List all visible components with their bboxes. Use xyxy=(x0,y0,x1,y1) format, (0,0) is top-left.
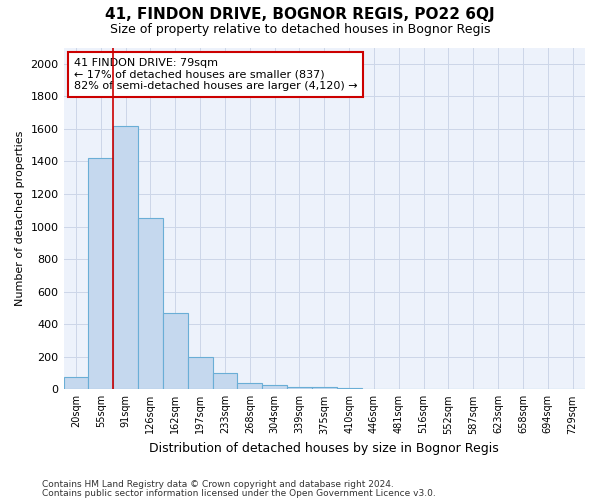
Text: 41, FINDON DRIVE, BOGNOR REGIS, PO22 6QJ: 41, FINDON DRIVE, BOGNOR REGIS, PO22 6QJ xyxy=(105,8,495,22)
Bar xyxy=(113,126,138,390)
Text: Contains HM Land Registry data © Crown copyright and database right 2024.: Contains HM Land Registry data © Crown c… xyxy=(42,480,394,489)
Bar xyxy=(88,158,113,390)
Bar xyxy=(188,357,212,390)
Bar xyxy=(138,218,163,390)
Bar xyxy=(337,388,362,390)
Text: Contains public sector information licensed under the Open Government Licence v3: Contains public sector information licen… xyxy=(42,489,436,498)
Y-axis label: Number of detached properties: Number of detached properties xyxy=(15,130,25,306)
Bar xyxy=(238,383,262,390)
Bar xyxy=(262,385,287,390)
Bar xyxy=(312,388,337,390)
Bar xyxy=(64,377,88,390)
X-axis label: Distribution of detached houses by size in Bognor Regis: Distribution of detached houses by size … xyxy=(149,442,499,455)
Text: Size of property relative to detached houses in Bognor Regis: Size of property relative to detached ho… xyxy=(110,22,490,36)
Bar xyxy=(212,373,238,390)
Bar xyxy=(163,313,188,390)
Bar xyxy=(287,386,312,390)
Text: 41 FINDON DRIVE: 79sqm
← 17% of detached houses are smaller (837)
82% of semi-de: 41 FINDON DRIVE: 79sqm ← 17% of detached… xyxy=(74,58,358,91)
